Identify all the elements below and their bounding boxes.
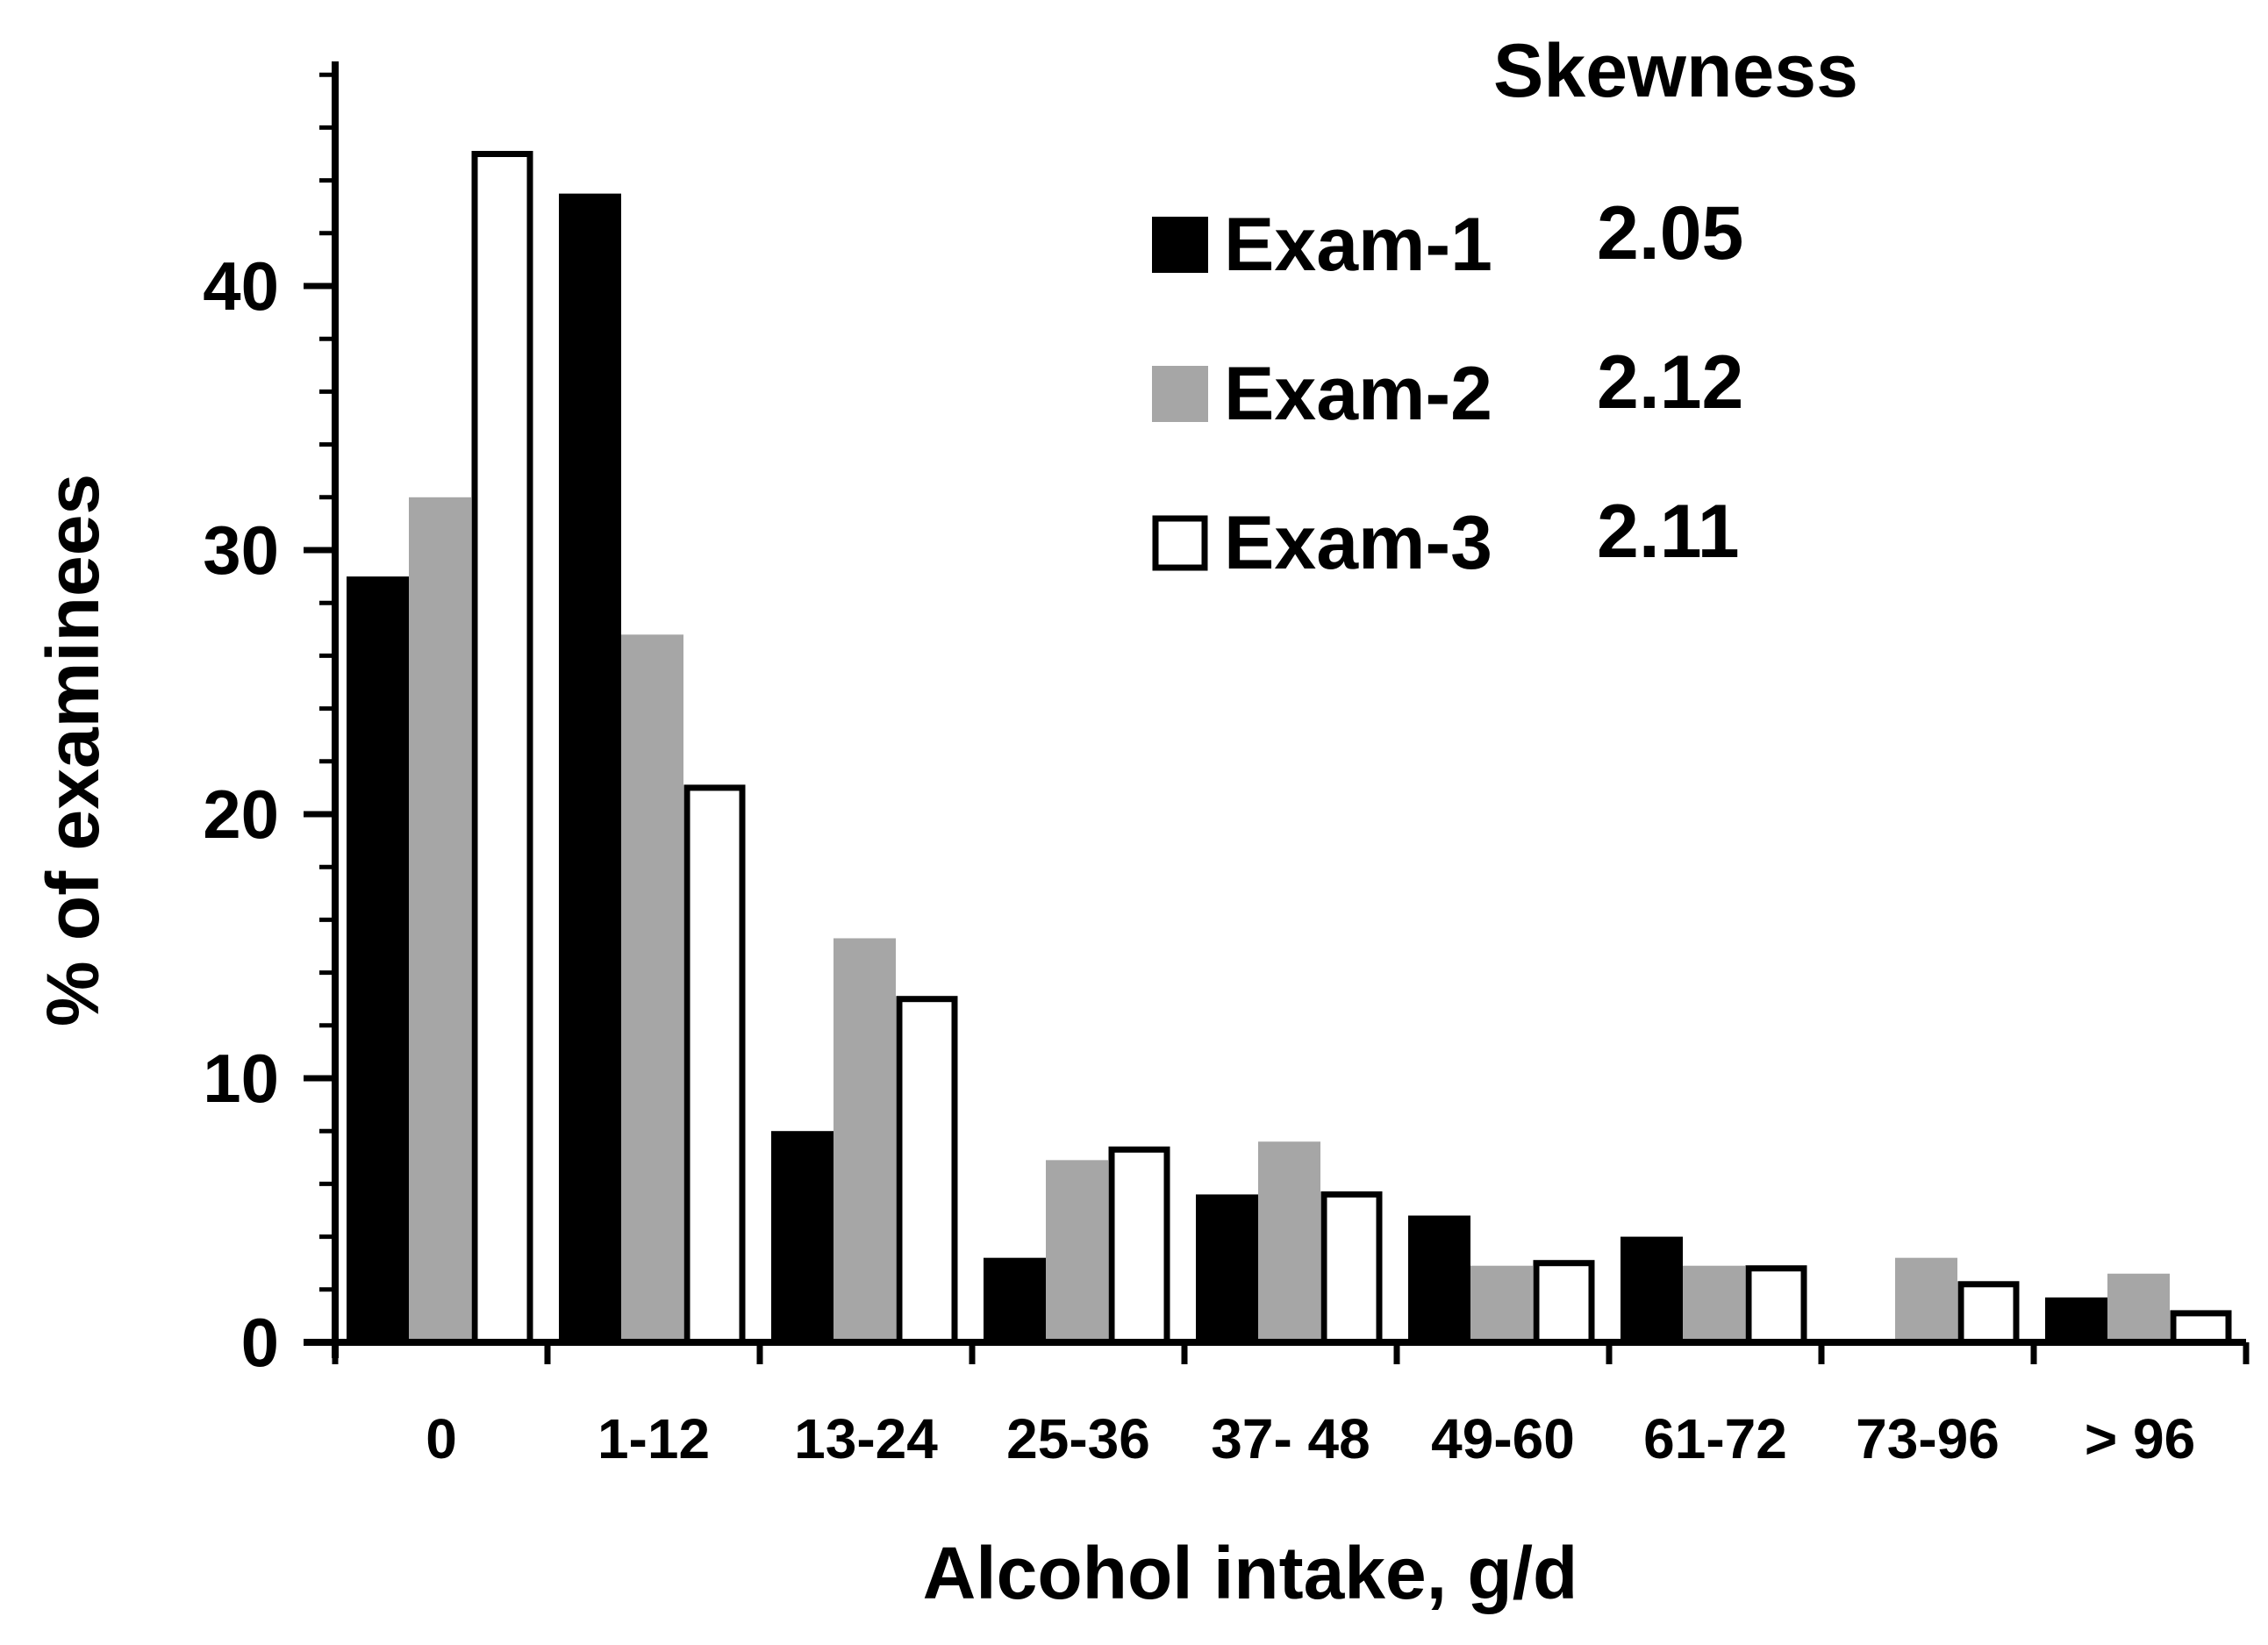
bar-exam-3-0 [471,151,533,1346]
bar-exam-3-7 [1957,1281,2020,1346]
x-category-labels: 0 1-12 13-24 25-36 37- 48 49-60 61-72 73-96 > 96 [426,1407,2195,1470]
bar-exam-1-2 [771,1131,834,1342]
x-category-label: > 96 [2085,1407,2195,1470]
x-category-label: 49-60 [1431,1407,1575,1470]
y-tick-labels: 0 10 20 30 40 [203,247,279,1381]
bar-exam-3-8 [2170,1310,2232,1346]
legend-label-exam-2: Exam-2 [1224,352,1492,436]
x-category-label: 13-24 [794,1407,938,1470]
legend-skewness-exam-2: 2.12 [1597,340,1743,425]
bar-exam-1-0 [347,576,409,1342]
legend-swatch-exam-2 [1152,366,1208,422]
legend-skewness-exam-1: 2.05 [1597,191,1743,275]
bars [347,151,2232,1346]
legend-swatch-exam-3 [1152,515,1208,571]
y-tick-label: 0 [241,1304,279,1381]
x-category-label: 61-72 [1643,1407,1787,1470]
bar-exam-3-3 [1108,1146,1170,1346]
bar-exam-3-4 [1320,1191,1383,1346]
bar-exam-3-5 [1533,1260,1595,1346]
y-tick-label: 30 [203,511,279,589]
bar-exam-2-2 [834,938,896,1342]
bar-exam-2-5 [1470,1265,1533,1342]
bar-exam-1-4 [1196,1194,1258,1342]
x-category-label: 37- 48 [1211,1407,1370,1470]
bar-exam-2-7 [1895,1257,1957,1342]
x-category-label: 1-12 [597,1407,710,1470]
bar-exam-2-3 [1046,1160,1108,1342]
bar-exam-3-2 [896,996,958,1346]
bar-exam-3-6 [1745,1265,1807,1346]
legend-swatch-exam-1 [1152,217,1208,273]
legend-label-exam-3: Exam-3 [1224,501,1492,585]
bar-exam-2-8 [2107,1273,2170,1342]
x-category-label: 0 [426,1407,457,1470]
x-axis-title: Alcohol intake, g/d [923,1532,1578,1614]
bar-exam-1-6 [1621,1236,1683,1342]
legend-title: Skewness [1493,29,1858,113]
bar-exam-1-8 [2045,1297,2107,1342]
legend: Skewness Exam-1 2.05 Exam-2 2.12 Exam-3 2.11 [1152,29,1858,585]
bar-exam-3-1 [683,784,746,1346]
bar-exam-1-3 [984,1257,1046,1342]
bar-exam-2-0 [409,497,471,1342]
bar-exam-2-1 [621,634,683,1342]
bar-exam-1-5 [1408,1215,1470,1342]
y-axis-title: % of examinees [32,474,114,1026]
y-tick-label: 40 [203,247,279,325]
y-tick-label: 10 [203,1040,279,1117]
bar-exam-2-6 [1683,1265,1745,1342]
bar-exam-2-4 [1258,1141,1320,1342]
y-tick-label: 20 [203,776,279,853]
legend-skewness-exam-3: 2.11 [1597,490,1740,574]
bar-exam-1-1 [559,193,621,1342]
x-category-label: 73-96 [1856,1407,2000,1470]
legend-label-exam-1: Exam-1 [1224,203,1492,287]
axes [304,61,2250,1364]
x-category-label: 25-36 [1006,1407,1150,1470]
